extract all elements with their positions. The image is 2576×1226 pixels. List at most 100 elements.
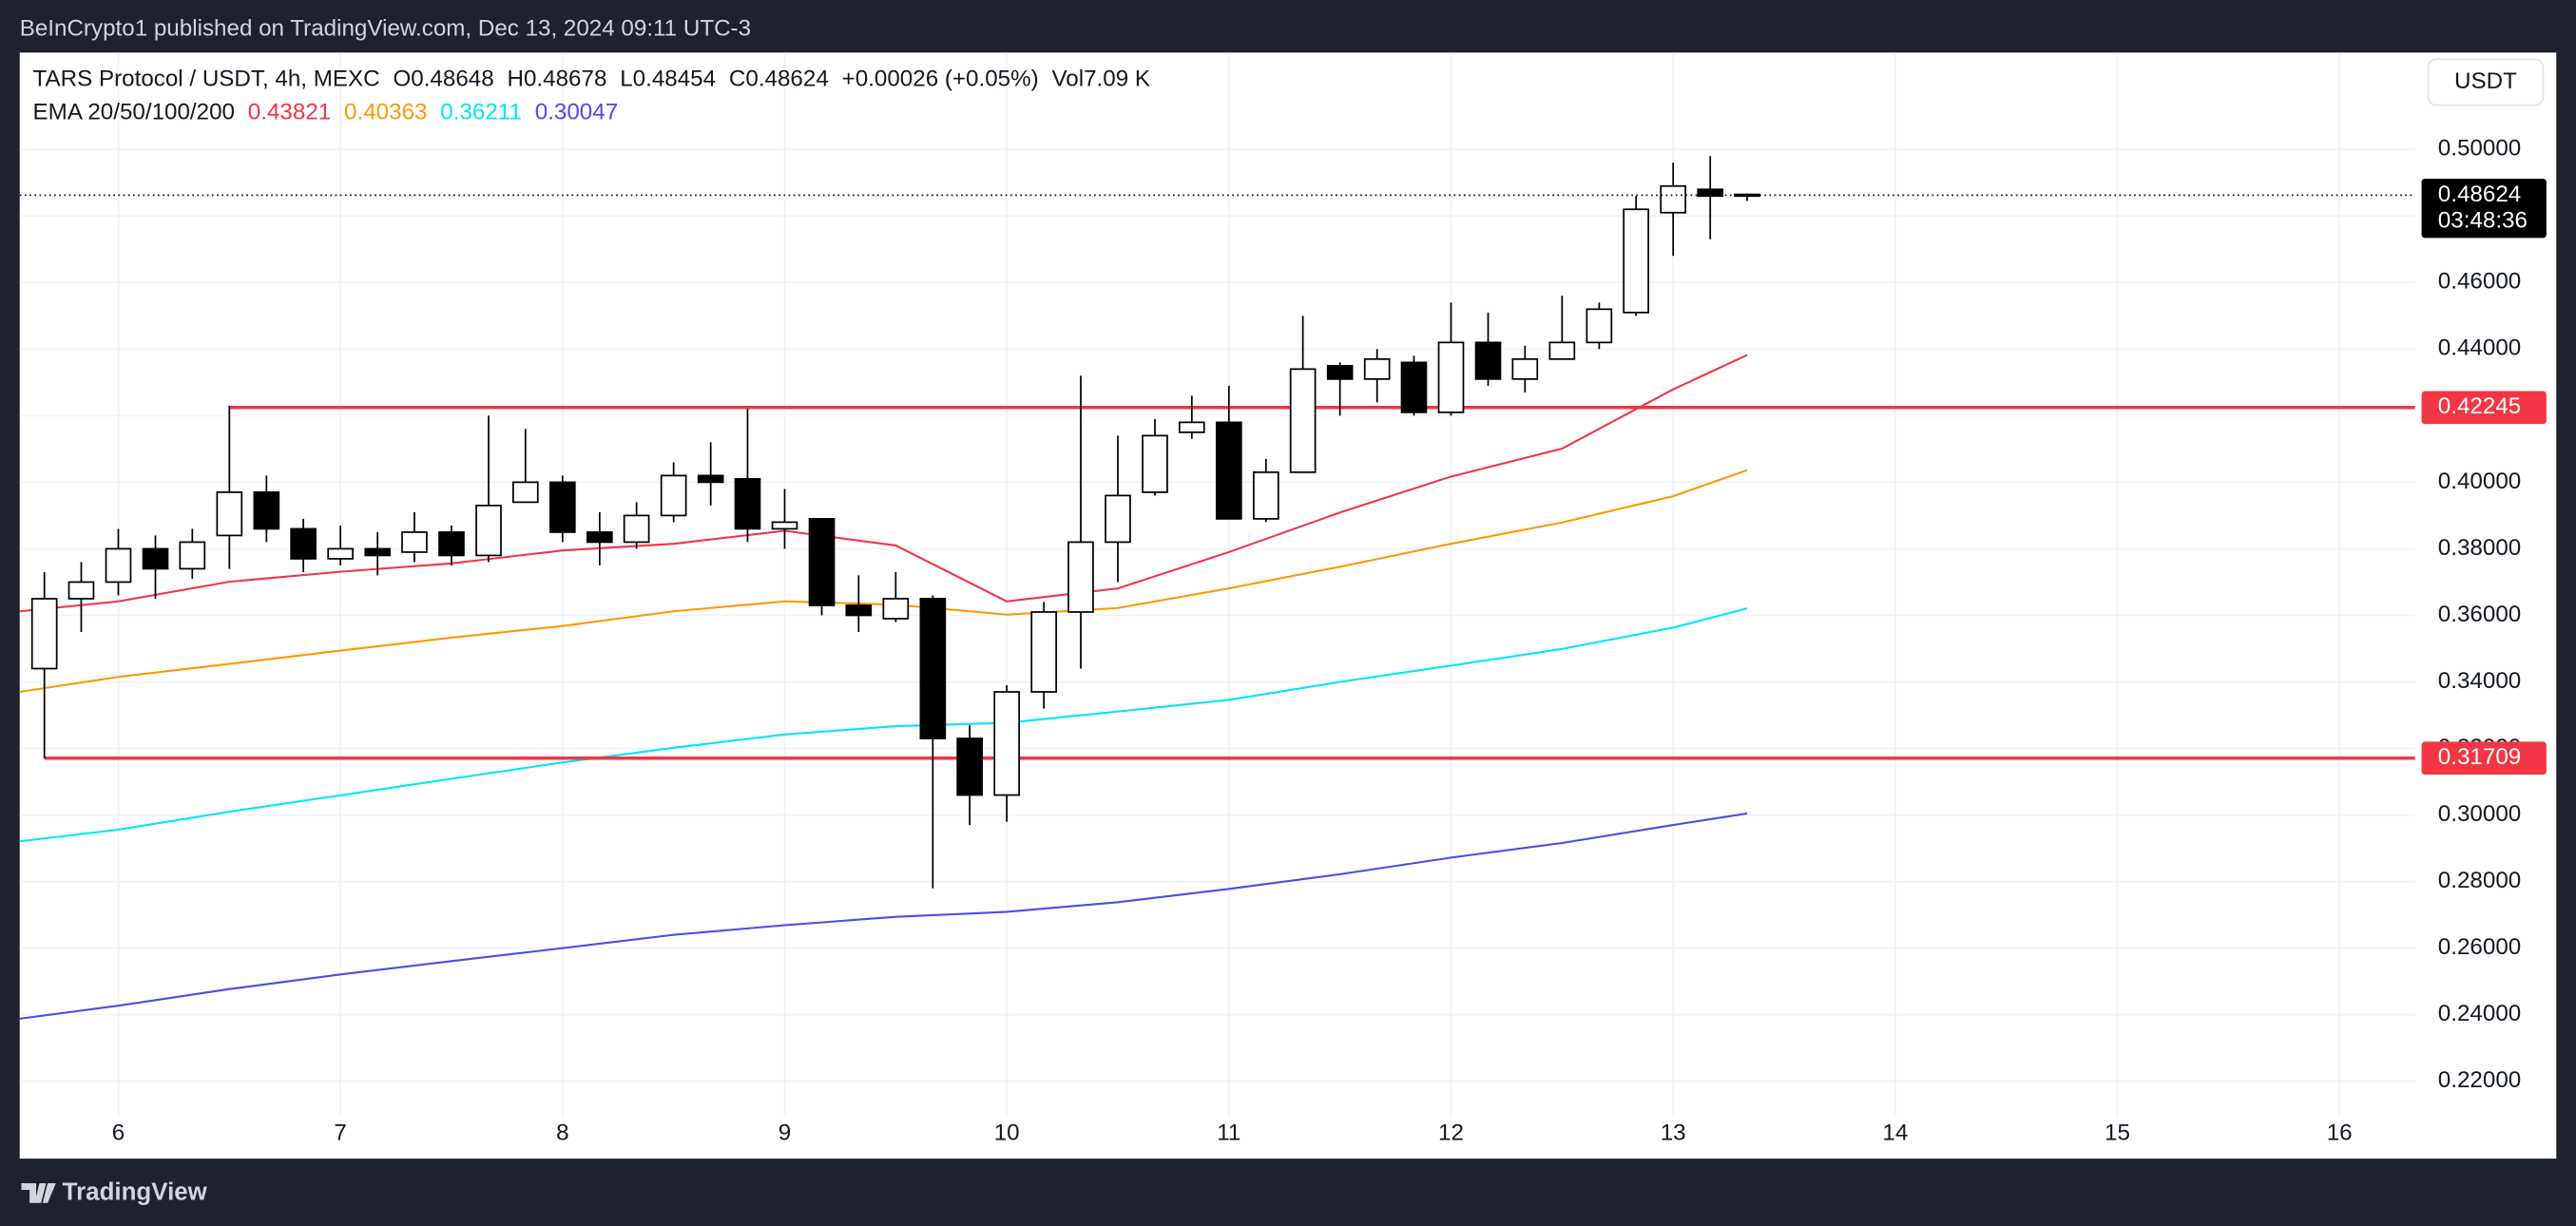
y-tick-label: 0.40000	[2438, 469, 2521, 494]
ema-line	[19, 607, 1748, 843]
candle-body	[1660, 184, 1686, 214]
x-tick-label: 13	[1661, 1121, 1686, 1146]
volume-key: Vol	[1051, 67, 1084, 92]
candle-body	[1363, 357, 1391, 380]
currency-button[interactable]	[2427, 58, 2545, 106]
y-tick-label: 0.28000	[2438, 868, 2521, 893]
y-tick-label: 0.34000	[2438, 668, 2521, 694]
candle-body	[586, 531, 613, 544]
candle-body	[845, 604, 873, 617]
ema-value: 0.43821	[248, 100, 331, 125]
level-label: 0.42245	[2438, 393, 2521, 419]
ohlc-key: O	[393, 67, 411, 92]
volume: 7.09 K	[1084, 67, 1150, 92]
x-tick-label: 14	[1882, 1121, 1908, 1146]
price-label-box	[2421, 179, 2547, 239]
candle-body	[734, 478, 761, 530]
chart-panel	[19, 52, 2557, 1159]
logo	[21, 1183, 56, 1203]
candle-body	[1253, 471, 1279, 520]
candle-body	[253, 491, 280, 530]
candle-body	[401, 531, 428, 553]
y-tick-label: 0.50000	[2438, 136, 2521, 162]
candle-body	[1178, 421, 1205, 433]
ema-line	[19, 812, 1748, 1020]
candle-body	[771, 521, 798, 530]
x-tick-label: 10	[994, 1121, 1020, 1146]
x-tick-label: 11	[1217, 1121, 1240, 1146]
candle-body	[1142, 434, 1168, 493]
y-tick-label: 0.36000	[2438, 602, 2521, 627]
candle-body	[1474, 341, 1502, 380]
ema-legend: EMA 20/50/100/200 0.43821 0.40363 0.36211 0.…	[33, 100, 619, 125]
candle-body	[1030, 611, 1058, 693]
ema-value: 0.36211	[440, 100, 522, 125]
candle-body	[623, 514, 650, 544]
candle-body	[327, 547, 354, 560]
y-tick-label: 0.46000	[2438, 269, 2521, 295]
footer: TradingView	[21, 1178, 208, 1205]
ohlc-value: 0.48648	[411, 67, 493, 92]
candle-body	[1734, 193, 1760, 198]
candle-body	[919, 598, 947, 739]
ohlc-value: 0.48624	[745, 67, 828, 92]
level-label-box	[2421, 391, 2547, 425]
candle-body	[142, 547, 169, 570]
level-label-box	[2421, 741, 2547, 776]
x-tick-label: 15	[2105, 1121, 2130, 1146]
candle-body	[1400, 361, 1428, 413]
ema-value: 0.30047	[535, 100, 618, 125]
x-tick-label: 7	[334, 1121, 346, 1146]
ohlc-key: C	[729, 67, 745, 92]
currency[interactable]: USDT	[2454, 68, 2517, 94]
x-tick-label: 16	[2327, 1121, 2353, 1146]
y-tick-label: 0.38000	[2438, 535, 2521, 561]
y-tick-label: 0.30000	[2438, 801, 2521, 827]
y-tick-label: 0.44000	[2438, 335, 2521, 361]
x-tick-label: 8	[556, 1121, 568, 1146]
candle-body	[475, 505, 502, 557]
candle-body	[1511, 357, 1539, 380]
publisher: BeInCrypto1 published on TradingView.com…	[20, 16, 751, 42]
ohlc-key: L	[620, 67, 632, 92]
legend: TARS Protocol / USDT, 4h, MEXC O0.48648 H0…	[33, 67, 1150, 125]
x-tick-label: 6	[112, 1121, 125, 1146]
ema-value: 0.40363	[344, 100, 427, 125]
candle-body	[1623, 208, 1649, 314]
y-tick-label: 0.26000	[2438, 934, 2521, 960]
candle-body	[1548, 341, 1576, 360]
symbol: TARS Protocol / USDT, 4h, MEXC	[33, 67, 380, 92]
candle-body	[30, 598, 58, 670]
x-tick-label: 9	[779, 1121, 791, 1146]
candle-body	[179, 541, 206, 570]
candle-body	[67, 581, 95, 600]
candle-body	[660, 474, 687, 517]
candle-body	[1586, 308, 1613, 344]
candle-body	[364, 547, 392, 557]
candle-body	[882, 598, 910, 620]
candle-body	[808, 518, 836, 606]
plot	[19, 52, 2415, 1118]
candle-body	[956, 738, 983, 796]
y-tick-label: 0.24000	[2438, 1001, 2521, 1026]
ema-line	[19, 354, 1748, 613]
candle-body	[549, 481, 576, 533]
level-label: 0.31709	[2438, 744, 2521, 770]
candle-body	[1289, 368, 1317, 473]
candle-body	[1437, 341, 1465, 413]
ema-label: EMA 20/50/100/200	[33, 100, 235, 125]
ohlc-value: 0.48678	[524, 67, 606, 92]
candle-body	[1067, 541, 1094, 613]
candle-body	[993, 691, 1020, 796]
ohlc-legend: TARS Protocol / USDT, 4h, MEXC O0.48648 H0…	[33, 67, 1150, 92]
change: +0.00026 (+0.05%)	[842, 67, 1039, 92]
candle-body	[697, 474, 724, 484]
ohlc-value: 0.48454	[633, 67, 716, 92]
ohlc-key: H	[508, 67, 524, 92]
candle-body	[511, 481, 539, 504]
brand: TradingView	[63, 1178, 208, 1205]
x-tick-label: 12	[1438, 1121, 1464, 1146]
candle-body	[438, 531, 465, 557]
